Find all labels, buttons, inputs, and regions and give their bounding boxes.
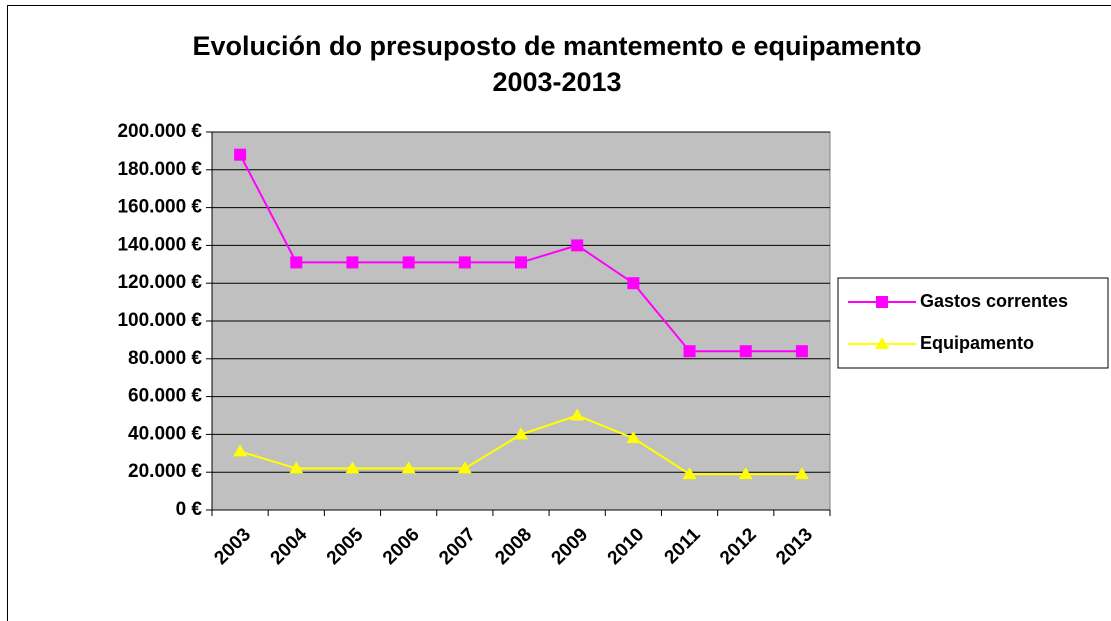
marker xyxy=(739,345,752,358)
x-tick-label: 2007 xyxy=(435,524,480,569)
y-tick-label: 80.000 € xyxy=(128,348,202,369)
marker xyxy=(458,256,471,269)
y-tick-label: 140.000 € xyxy=(117,234,202,255)
marker xyxy=(234,148,247,161)
marker xyxy=(738,467,753,480)
legend-marker xyxy=(875,337,889,349)
legend-label: Gastos correntes xyxy=(920,291,1068,311)
marker xyxy=(457,461,472,474)
marker xyxy=(682,467,697,480)
x-tick-label: 2006 xyxy=(379,524,424,569)
marker xyxy=(290,256,303,269)
y-tick-label: 100.000 € xyxy=(117,310,202,331)
marker xyxy=(683,345,696,358)
marker xyxy=(626,431,641,444)
x-tick-label: 2011 xyxy=(661,524,705,568)
y-tick-label: 200.000 € xyxy=(117,121,202,142)
x-tick-label: 2013 xyxy=(772,524,817,569)
marker xyxy=(515,256,527,269)
y-tick-label: 120.000 € xyxy=(117,272,202,293)
marker xyxy=(570,408,585,421)
x-tick-label: 2009 xyxy=(548,524,593,569)
chart-title: Evolución do presuposto de mantemento e … xyxy=(192,31,921,61)
y-tick-label: 60.000 € xyxy=(128,386,202,407)
legend-label: Equipamento xyxy=(920,333,1034,353)
marker xyxy=(795,345,808,358)
y-tick-label: 160.000 € xyxy=(117,197,202,218)
y-tick-label: 0 € xyxy=(176,499,203,520)
marker xyxy=(514,427,528,440)
y-tick-label: 20.000 € xyxy=(128,461,202,482)
x-tick-label: 2004 xyxy=(267,524,312,569)
legend-box xyxy=(837,277,1109,369)
marker xyxy=(345,461,360,474)
marker xyxy=(571,239,584,252)
x-tick-label: 2003 xyxy=(210,524,255,569)
chart-title: 2003-2013 xyxy=(492,67,621,97)
marker xyxy=(289,461,304,474)
marker xyxy=(401,461,416,474)
marker xyxy=(794,467,809,480)
x-tick-label: 2005 xyxy=(323,524,368,569)
y-tick-label: 180.000 € xyxy=(117,159,202,180)
marker xyxy=(402,256,415,269)
legend-marker xyxy=(876,296,888,308)
y-tick-label: 40.000 € xyxy=(128,423,202,444)
marker xyxy=(233,444,248,457)
marker xyxy=(627,277,640,290)
x-tick-label: 2010 xyxy=(604,524,649,569)
x-tick-label: 2008 xyxy=(491,524,536,569)
x-tick-label: 2012 xyxy=(716,524,761,569)
marker xyxy=(346,256,359,269)
